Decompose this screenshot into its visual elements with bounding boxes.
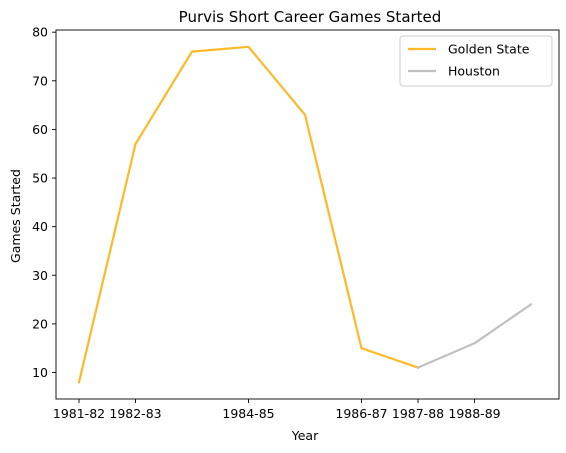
series-line-houston — [416, 302, 533, 370]
y-axis-label: Games Started — [8, 169, 23, 263]
x-tick-label: 1988-89 — [448, 406, 500, 421]
x-tick-label: 1984-85 — [222, 406, 274, 421]
legend-label-golden-state: Golden State — [448, 42, 530, 57]
y-tick-label: 20 — [32, 316, 48, 331]
x-axis-label: Year — [291, 428, 319, 443]
axes-frame — [55, 29, 560, 400]
legend: Golden State Houston — [399, 35, 553, 87]
x-tick-label: 1987-88 — [392, 406, 444, 421]
series-line-golden-state — [77, 45, 420, 384]
legend-box — [399, 35, 553, 87]
chart-title: Purvis Short Career Games Started — [179, 8, 442, 26]
plot-area: 10 20 30 40 50 60 70 80 1981-82 1982-83 1984-85 198… — [32, 25, 560, 421]
y-tick-label: 40 — [32, 219, 48, 234]
y-tick-label: 80 — [32, 25, 48, 40]
y-tick-label: 10 — [32, 365, 48, 380]
y-tick-label: 70 — [32, 73, 48, 88]
legend-label-houston: Houston — [448, 64, 500, 79]
x-tick-label: 1986-87 — [335, 406, 387, 421]
x-tick-label: 1982-83 — [109, 406, 161, 421]
x-tick-label: 1981-82 — [53, 406, 105, 421]
y-tick-label: 50 — [32, 171, 48, 186]
y-tick-label: 60 — [32, 122, 48, 137]
y-tick-label: 30 — [32, 268, 48, 283]
